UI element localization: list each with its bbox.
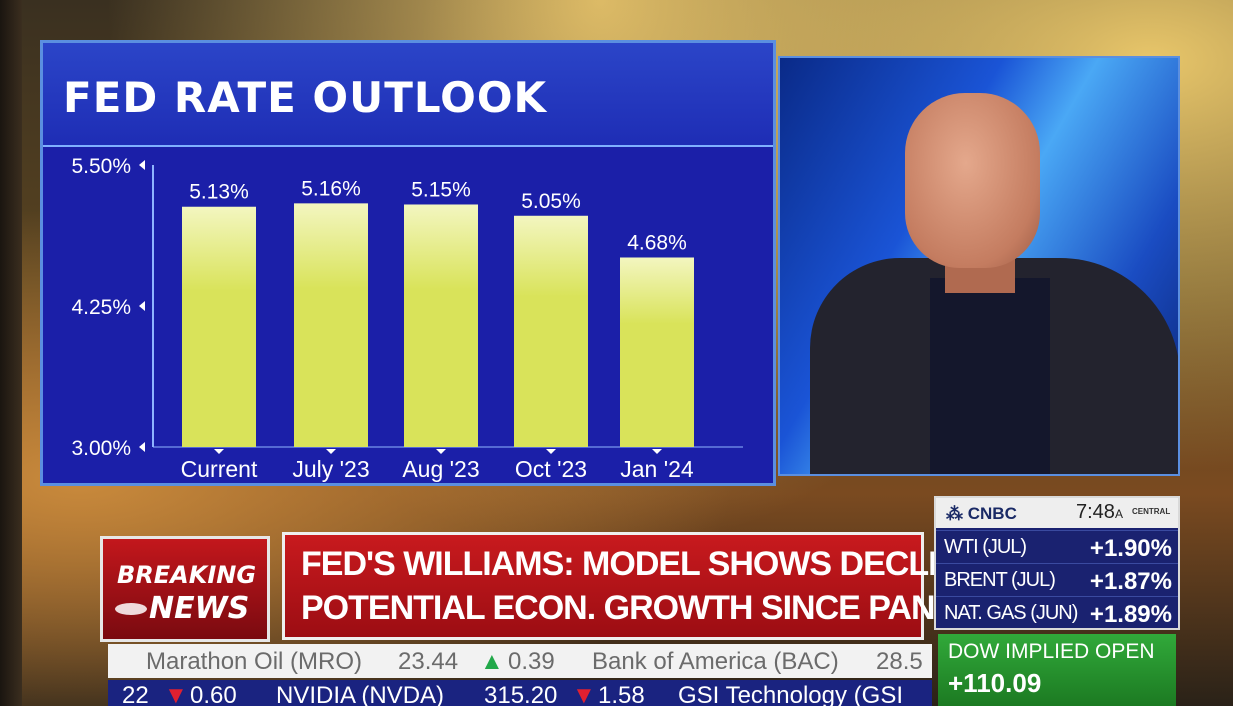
dow-value: +110.09 xyxy=(948,668,1042,698)
headline-line-1: FED'S WILLIAMS: MODEL SHOWS DECLINE IN xyxy=(301,545,1023,583)
market-row-name: BRENT (JUL) xyxy=(944,569,1056,591)
time-ampm: A xyxy=(1114,507,1123,521)
fed-rate-chart-panel: FED RATE OUTLOOK 3.00% 4.25% 5.50% 5.13% Cur… xyxy=(40,40,776,486)
headline-line-2: POTENTIAL ECON. GROWTH SINCE PANDEMIC xyxy=(301,589,1040,627)
ticker-item-name: GSI Technology (GSI xyxy=(678,682,903,706)
y-tick-label: 4.25% xyxy=(71,296,131,319)
time-value: 7:48 xyxy=(1076,501,1115,523)
headline-banner: FED'S WILLIAMS: MODEL SHOWS DECLINE IN P… xyxy=(282,532,1040,640)
breaking-swoosh-icon xyxy=(115,603,147,615)
anchor-shirt xyxy=(930,278,1050,474)
bar xyxy=(294,203,368,447)
x-tick-label: Aug '23 xyxy=(402,456,479,482)
x-tick-marker xyxy=(214,449,224,454)
y-tick-marker xyxy=(139,301,145,311)
x-tick-label: Current xyxy=(181,456,258,482)
bar xyxy=(182,206,256,447)
down-arrow-icon: ▼ xyxy=(164,682,188,706)
down-arrow-icon: ▼ xyxy=(572,682,596,706)
network-name: CNBC xyxy=(967,504,1017,523)
bar xyxy=(514,215,588,447)
bar-value-label: 5.13% xyxy=(189,181,249,204)
cnbc-logo: ⁂ CNBC xyxy=(946,504,1017,524)
market-row: WTI (JUL) +1.90% xyxy=(936,530,1178,563)
ticker-item-price: 22 xyxy=(122,682,149,706)
market-row-name: NAT. GAS (JUN) xyxy=(944,602,1078,624)
ticker-item-name: Marathon Oil (MRO) xyxy=(146,648,363,675)
x-tick-label: Jan '24 xyxy=(620,456,694,482)
chart-title: FED RATE OUTLOOK xyxy=(63,73,548,122)
dow-implied-open-panel: DOW IMPLIED OPEN +110.09 xyxy=(938,634,1176,706)
bar-value-label: 5.16% xyxy=(301,177,361,200)
chart-header: FED RATE OUTLOOK xyxy=(43,43,773,147)
bar-value-label: 4.68% xyxy=(627,231,687,254)
bar-value-label: 5.15% xyxy=(411,178,471,201)
bar-value-label: 5.05% xyxy=(521,190,581,213)
clock-time: 7:48A xyxy=(1076,501,1123,524)
breaking-news-logo: BREAKING NEWS xyxy=(100,536,270,642)
ticker-item-change: 1.58 xyxy=(598,682,645,706)
up-arrow-icon: ▲ xyxy=(480,648,504,675)
news-label: NEWS xyxy=(149,591,250,626)
bar-chart: 3.00% 4.25% 5.50% 5.13% Current 5.16% July '23… xyxy=(71,155,743,482)
time-zone: CENTRAL xyxy=(1132,507,1171,516)
x-tick-marker xyxy=(436,449,446,454)
ticker-item-price: 28.5 xyxy=(876,648,923,675)
market-row-value: +1.90% xyxy=(1089,535,1172,562)
market-row-name: WTI (JUL) xyxy=(944,536,1027,558)
stock-ticker-bottom: 22 ▼ 0.60 NVIDIA (NVDA) 315.20 ▼ 1.58 GS… xyxy=(108,680,932,706)
x-tick-label: July '23 xyxy=(292,456,369,482)
breaking-label: BREAKING xyxy=(117,561,257,589)
ticker-item-change: 0.60 xyxy=(190,682,237,706)
market-row: BRENT (JUL) +1.87% xyxy=(936,563,1178,596)
dow-label: DOW IMPLIED OPEN xyxy=(948,640,1155,663)
y-tick-marker xyxy=(139,160,145,170)
tv-bezel xyxy=(0,0,22,706)
ticker-item-change: 0.39 xyxy=(508,648,555,675)
bar xyxy=(404,204,478,447)
anchor-head xyxy=(905,93,1040,268)
peacock-icon: ⁂ xyxy=(946,504,963,523)
ticker-item-price: 315.20 xyxy=(484,682,558,706)
market-row-value: +1.87% xyxy=(1089,568,1172,595)
anchor-video xyxy=(778,56,1180,476)
y-tick-label: 3.00% xyxy=(71,437,131,460)
x-tick-marker xyxy=(326,449,336,454)
market-panel: ⁂ CNBC 7:48A CENTRAL WTI (JUL) +1.90% BR… xyxy=(934,496,1180,630)
ticker-item-name: Bank of America (BAC) xyxy=(592,648,839,675)
x-tick-marker xyxy=(652,449,662,454)
ticker-item-price: 23.44 xyxy=(398,648,459,675)
stock-ticker-top: Marathon Oil (MRO) 23.44 ▲ 0.39 Bank of … xyxy=(108,644,932,678)
market-row-value: +1.89% xyxy=(1089,601,1172,628)
ticker-item-name: NVIDIA (NVDA) xyxy=(276,682,445,706)
market-row: NAT. GAS (JUN) +1.89% xyxy=(936,596,1178,629)
market-header: ⁂ CNBC 7:48A CENTRAL xyxy=(936,498,1178,528)
y-tick-label: 5.50% xyxy=(71,155,131,178)
bar xyxy=(620,257,694,447)
y-tick-marker xyxy=(139,442,145,452)
x-tick-marker xyxy=(546,449,556,454)
x-tick-label: Oct '23 xyxy=(515,456,587,482)
